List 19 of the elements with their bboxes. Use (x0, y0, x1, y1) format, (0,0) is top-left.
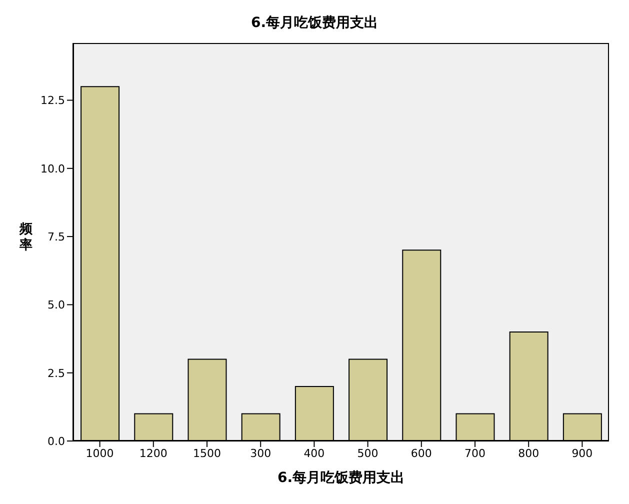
y-tick-label: 10.0 (40, 162, 65, 176)
y-axis-title: 频率 (18, 222, 34, 254)
y-tick-label: 0.0 (48, 434, 65, 448)
x-tick-label: 1500 (193, 446, 221, 460)
x-tick-label: 1200 (139, 446, 168, 460)
y-tick-label: 7.5 (48, 230, 65, 244)
y-tick-label: 12.5 (40, 94, 65, 108)
x-tick-label: 900 (572, 446, 593, 460)
x-tick-label: 1000 (86, 446, 114, 460)
x-tick-label: 500 (357, 446, 378, 460)
y-tick-label: 5.0 (48, 298, 65, 312)
x-tick-label: 300 (250, 446, 272, 460)
x-tick-label: 600 (410, 446, 432, 460)
x-tick-label: 800 (518, 446, 540, 460)
y-tick-label: 2.5 (48, 366, 65, 380)
chart-title: 6.每月吃饭费用支出 (250, 14, 380, 32)
x-tick-label: 400 (304, 446, 325, 460)
x-axis-title: 6.每月吃饭费用支出 (276, 469, 406, 487)
x-tick-label: 700 (464, 446, 486, 460)
